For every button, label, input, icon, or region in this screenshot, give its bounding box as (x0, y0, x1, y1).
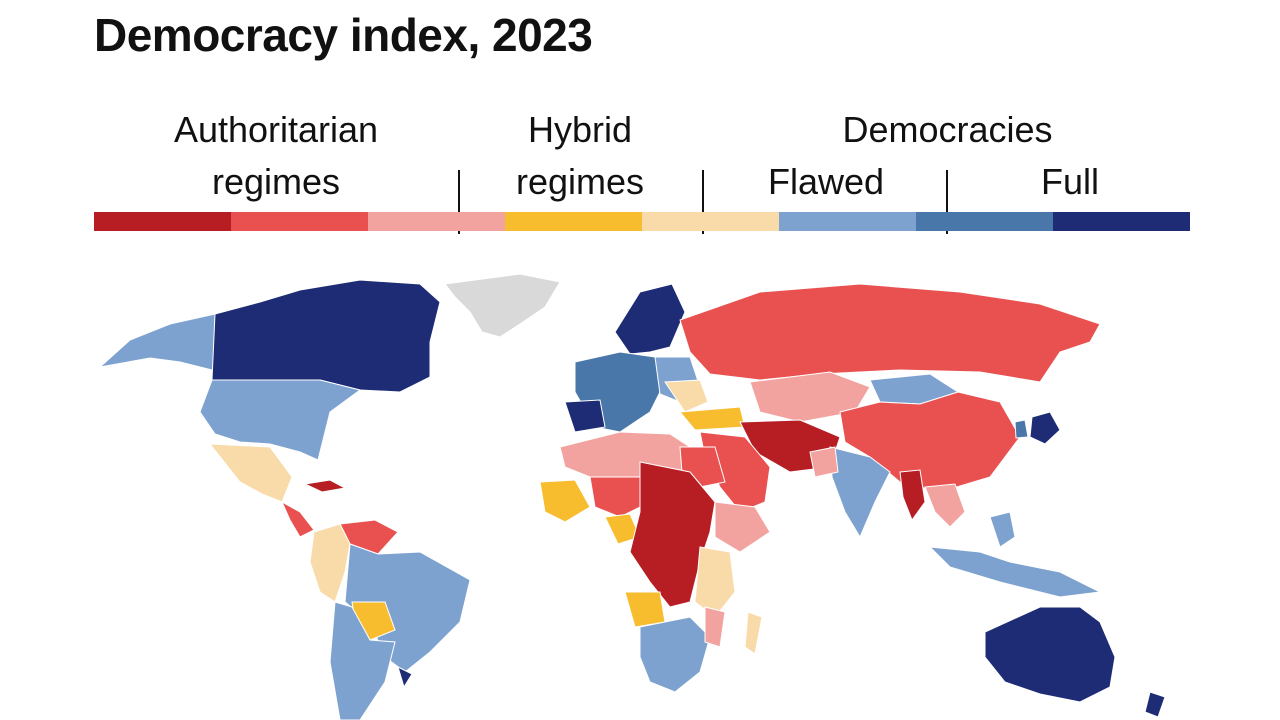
region-madagascar (744, 611, 763, 655)
region-nordics (614, 283, 686, 355)
region-australia (984, 606, 1116, 703)
region-mozambique (704, 606, 726, 648)
legend-divider-flawed-full (946, 170, 948, 234)
region-india (829, 446, 891, 539)
legend-label-authoritarian: Authoritarian regimes (94, 104, 458, 208)
legend-label-full: Full (1040, 161, 1099, 202)
legend-scale-segment (916, 212, 1053, 231)
region-indonesia (928, 546, 1102, 598)
region-china (839, 391, 1021, 493)
legend-authoritarian-text: Authoritarian regimes (173, 109, 379, 202)
legend-scale-segment (231, 212, 368, 231)
legend-divider-hybrid-democracy (702, 170, 704, 234)
region-myanmar (899, 469, 926, 522)
region-central-america (280, 500, 315, 538)
legend-scale-segment (1053, 212, 1190, 231)
region-mexico (208, 443, 293, 503)
legend-divider-auth-hybrid (458, 170, 460, 234)
world-map (0, 262, 1280, 720)
region-uruguay (397, 666, 413, 689)
legend-scale-segment (94, 212, 231, 231)
region-russia (679, 283, 1101, 383)
region-southern-africa (639, 616, 711, 693)
region-usa (199, 379, 362, 461)
region-philippines (989, 511, 1016, 548)
legend-scale-segment (505, 212, 642, 231)
region-angola (624, 591, 666, 628)
region-sahel-west (589, 476, 651, 518)
region-cuba (303, 479, 347, 493)
legend-label-democracies: Democracies (842, 109, 1053, 150)
legend-scale-segment (368, 212, 505, 231)
world-map-svg (98, 273, 1166, 720)
region-korea (1014, 419, 1029, 439)
region-belarus-balkans (664, 379, 709, 413)
region-alaska (98, 313, 229, 371)
legend-label-flawed: Flawed (767, 161, 885, 202)
region-pakistan (809, 446, 839, 478)
region-canada (211, 279, 441, 393)
chart-title: Democracy index, 2023 (94, 9, 593, 61)
legend-scale-segment (642, 212, 779, 231)
legend-color-scale (94, 212, 1190, 231)
region-japan (1029, 411, 1061, 445)
legend-scale-segment (779, 212, 916, 231)
region-central-africa (629, 461, 716, 608)
region-andes (309, 523, 351, 603)
legend-label-hybrid: Hybrid regimes (460, 104, 700, 208)
region-east-africa (694, 546, 736, 618)
region-iberia (564, 399, 606, 433)
legend-hybrid-text: Hybrid regimes (515, 109, 645, 202)
region-ethiopia-somalia (714, 501, 771, 553)
region-west-africa (539, 479, 591, 523)
region-greenland (444, 273, 561, 338)
region-thailand-vietnam (924, 483, 966, 528)
region-argentina-chile (329, 601, 396, 720)
region-new-zealand (1144, 691, 1166, 718)
